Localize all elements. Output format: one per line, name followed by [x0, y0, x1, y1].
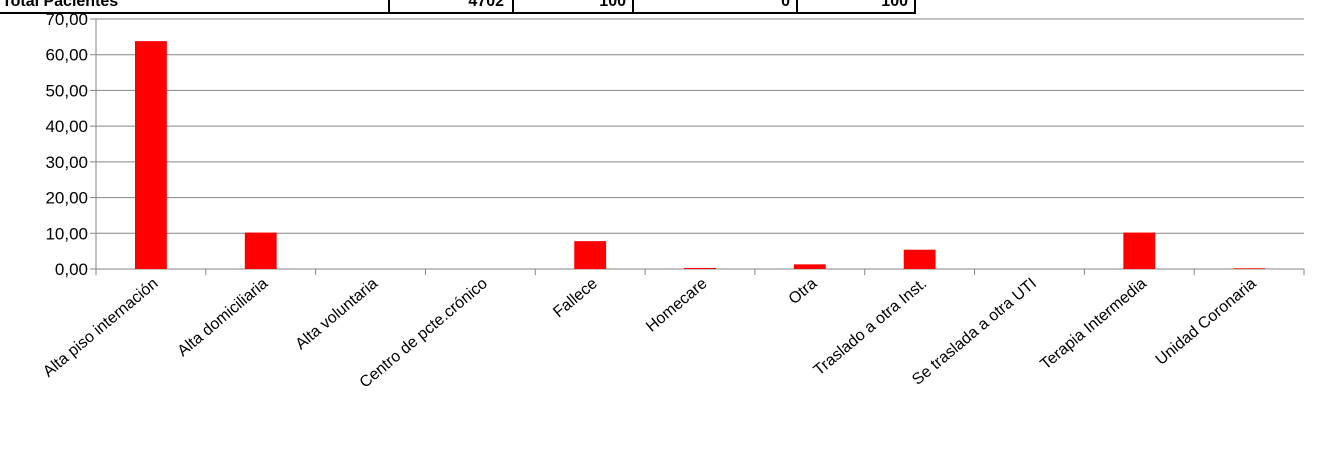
- bar: [574, 241, 607, 269]
- table-cell-divider: [388, 0, 390, 12]
- x-category-label: Otra: [786, 275, 821, 308]
- bar: [793, 264, 826, 269]
- summary-value-count: 0: [781, 0, 790, 10]
- y-tick-label: 0,00: [55, 260, 88, 279]
- y-tick-label: 60,00: [45, 46, 88, 65]
- x-category-label: Alta piso internación: [40, 275, 161, 381]
- bar: [903, 249, 936, 269]
- bar: [244, 232, 277, 269]
- y-tick-label: 70,00: [45, 10, 88, 29]
- x-category-label: Alta domiciliaria: [175, 275, 272, 360]
- x-category-label: Alta voluntaria: [293, 275, 382, 353]
- x-category-label: Terapia Intermedia: [1037, 275, 1150, 373]
- summary-table-row: Total Pacientes 4702 100 0 100: [0, 0, 916, 14]
- x-category-label: Centro de pcte.crónico: [357, 275, 491, 392]
- bar: [1233, 268, 1266, 269]
- summary-value-total: 4702: [468, 0, 504, 10]
- summary-value-percent: 100: [599, 0, 626, 10]
- y-tick-label: 30,00: [45, 153, 88, 172]
- table-cell-divider: [632, 0, 634, 12]
- bar: [1123, 232, 1156, 269]
- summary-row-label: Total Pacientes: [2, 0, 119, 10]
- x-category-label: Traslado a otra Inst.: [811, 275, 930, 379]
- summary-value-percent-total: 100: [881, 0, 908, 10]
- y-tick-label: 20,00: [45, 189, 88, 208]
- table-cell-divider: [914, 0, 916, 12]
- table-cell-divider: [796, 0, 798, 12]
- bar: [684, 267, 716, 269]
- x-category-label: Homecare: [643, 275, 711, 336]
- x-category-label: Fallece: [550, 275, 601, 321]
- x-category-label: Unidad Coronaria: [1153, 275, 1260, 369]
- y-tick-label: 50,00: [45, 81, 88, 100]
- bar: [134, 41, 167, 270]
- y-tick-label: 40,00: [45, 117, 88, 136]
- table-cell-divider: [512, 0, 514, 12]
- y-tick-label: 10,00: [45, 224, 88, 243]
- x-category-label: Se traslada a otra UTI: [909, 275, 1040, 389]
